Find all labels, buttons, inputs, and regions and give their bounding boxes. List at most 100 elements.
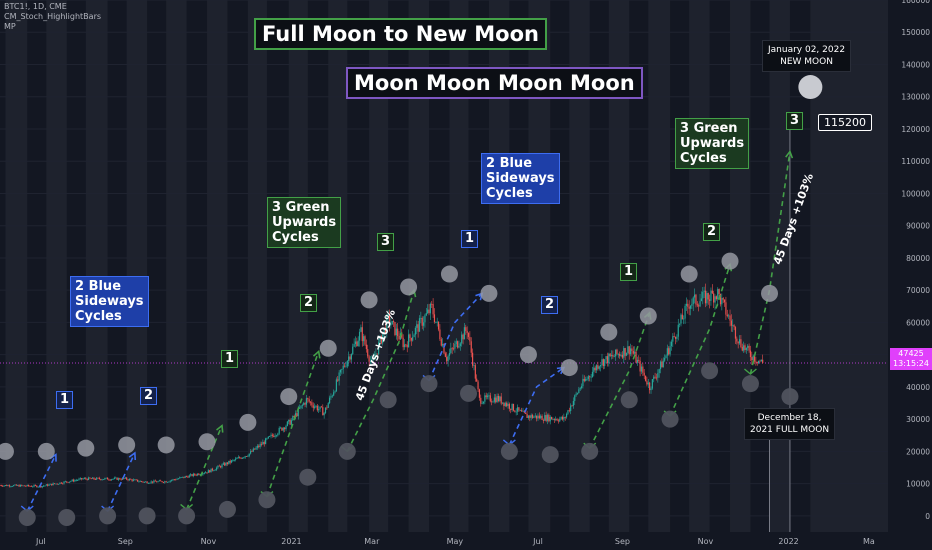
candle-body <box>248 453 250 456</box>
candle-body <box>541 415 543 420</box>
candle-body <box>428 309 430 314</box>
candle-body <box>590 376 592 378</box>
candle-body <box>508 403 510 409</box>
candle-body <box>707 293 709 300</box>
blue-cycles-label-2: 2 Blue Sideways Cycles <box>481 153 560 204</box>
candle-body <box>511 403 513 410</box>
candle-body <box>518 407 520 411</box>
y-tick-label: 160000 <box>901 0 930 5</box>
candle-body <box>87 477 90 480</box>
candle-body <box>496 395 498 403</box>
candle-body <box>608 353 610 364</box>
new-moon-circle <box>701 362 719 380</box>
candle-body <box>34 485 37 486</box>
candle-body <box>587 376 589 379</box>
candle-body <box>435 321 437 323</box>
candle-body <box>273 435 275 437</box>
new-moon-circle <box>18 508 36 526</box>
candle-body <box>439 329 441 340</box>
candle-body <box>275 435 278 437</box>
candle-body <box>318 408 320 411</box>
candle-body <box>586 378 588 380</box>
candle-body <box>269 436 271 437</box>
candle-body <box>616 349 618 355</box>
candle-body <box>503 402 505 407</box>
candle-body <box>640 366 643 372</box>
candle-body <box>542 419 545 421</box>
candle-body <box>465 327 467 332</box>
candle-body <box>664 358 666 361</box>
candle-body <box>13 485 15 487</box>
candle-body <box>402 337 404 348</box>
candle-body <box>277 433 279 436</box>
candle-body <box>548 414 550 422</box>
candle-body <box>319 406 321 409</box>
candle-body <box>627 346 629 353</box>
candle-body <box>171 480 173 481</box>
candle-body <box>436 321 438 323</box>
candle-body <box>676 336 678 339</box>
candle-body <box>600 365 602 367</box>
candle-body <box>432 304 434 315</box>
candle-body <box>740 339 742 347</box>
candle-body <box>674 336 677 339</box>
candle-body <box>580 386 583 389</box>
candle-body <box>135 479 137 481</box>
candle-body <box>397 328 399 337</box>
candle-body <box>638 359 640 361</box>
candle-body <box>320 406 323 408</box>
candle-body <box>651 379 653 389</box>
candle-body <box>70 481 72 482</box>
last-price-value: 47425 <box>898 349 924 358</box>
candle-body <box>416 324 418 328</box>
candle-body <box>132 479 135 481</box>
candle-body <box>299 408 301 409</box>
candle-body <box>446 356 448 362</box>
candle-body <box>729 315 731 321</box>
candle-body <box>606 356 609 364</box>
candle-body <box>111 479 113 481</box>
candle-body <box>102 479 105 481</box>
candle-body <box>23 485 26 487</box>
phase-band <box>247 0 267 532</box>
candle-body <box>666 348 668 356</box>
candle-body <box>382 334 384 344</box>
candle-body <box>447 355 449 362</box>
candle-body <box>10 486 12 488</box>
candle-body <box>239 457 241 459</box>
candle-body <box>139 481 141 482</box>
candle-body <box>233 459 235 461</box>
candle-body <box>534 415 536 417</box>
candle-body <box>180 477 182 479</box>
candle-body <box>185 476 188 478</box>
sub-title: Moon Moon Moon Moon <box>346 67 643 99</box>
full-moon-circle <box>118 436 136 454</box>
candle-body <box>156 481 158 483</box>
candle-body <box>500 396 502 404</box>
candle-body <box>610 354 613 357</box>
candle-body <box>211 468 214 471</box>
candle-body <box>53 483 56 485</box>
candle-body <box>262 441 264 445</box>
candle-body <box>162 482 165 483</box>
candle-body <box>179 477 181 479</box>
candle-body <box>726 314 728 317</box>
full-moon-circle <box>198 433 216 451</box>
candle-body <box>642 366 644 373</box>
candle-body <box>202 473 204 475</box>
candle-body <box>331 395 333 397</box>
candle-body <box>146 481 148 484</box>
candle-body <box>702 291 704 299</box>
y-tick-label: 100000 <box>901 189 930 198</box>
cycle-number: 3 <box>377 233 395 251</box>
candle-body <box>6 485 8 486</box>
candle-body <box>578 389 580 393</box>
full-moon-circle <box>480 284 498 302</box>
candle-body <box>64 481 66 483</box>
x-tick-label: Ma <box>863 537 875 546</box>
candle-body <box>510 408 512 410</box>
symbol-line: BTC1!, 1D, CME <box>4 2 67 11</box>
candle-body <box>2 485 4 487</box>
candle-body <box>477 381 479 390</box>
